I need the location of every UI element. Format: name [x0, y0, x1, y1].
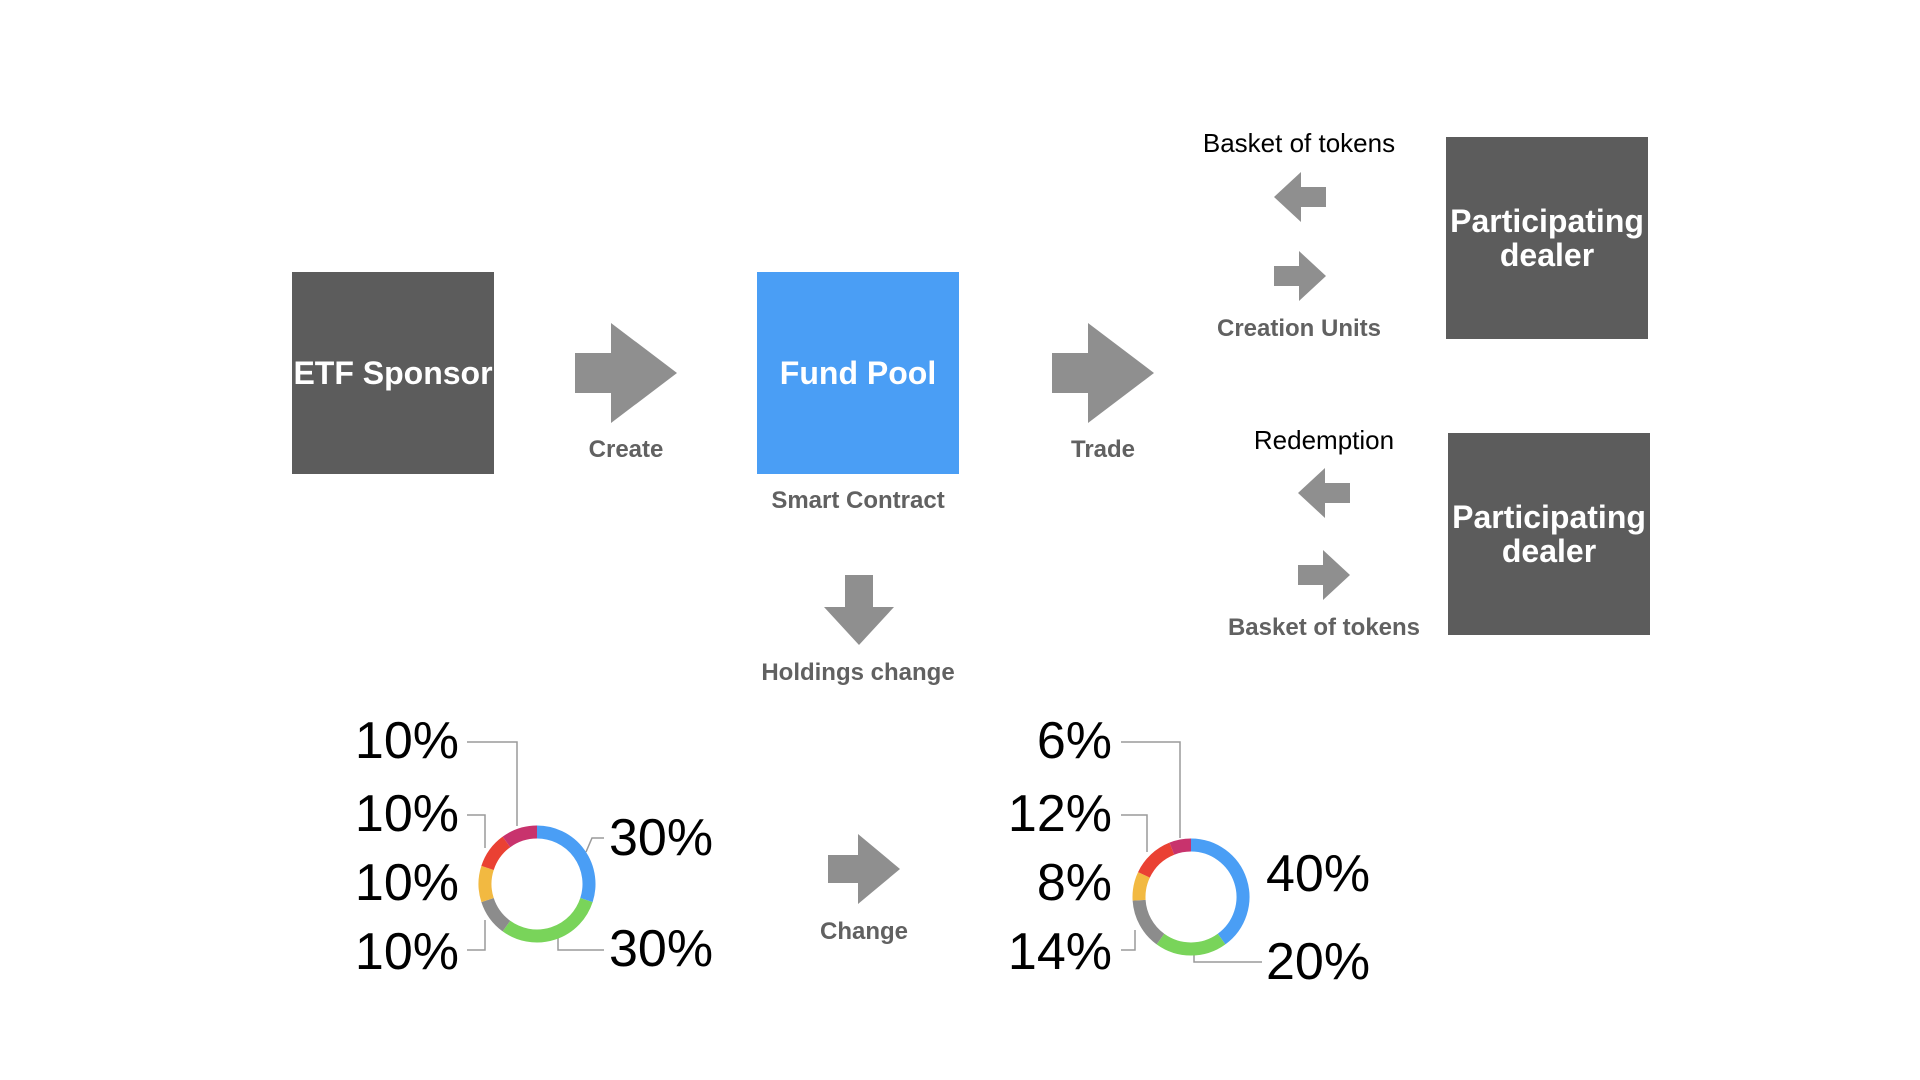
arrow-right-icon [1274, 251, 1326, 301]
donut-left-segment-red [481, 836, 511, 871]
donut-right-label-green: 20% [1266, 933, 1371, 991]
donut-left-label-blue: 30% [609, 809, 714, 867]
change-label: Change [819, 918, 909, 945]
etf-sponsor-label: ETF Sponsor [293, 355, 493, 391]
donut-left-label-gray: 10% [354, 923, 459, 981]
etf-sponsor-box: ETF Sponsor [292, 272, 494, 474]
donut-left-segment-yellow [478, 865, 494, 903]
donut-left-segment-gray [481, 897, 511, 932]
participating-dealer-bottom-box: Participating dealer [1448, 433, 1650, 635]
basket-of-tokens-bottom-label: Basket of tokens [1227, 614, 1421, 641]
donut-left-segment-magenta [502, 825, 538, 848]
donut-right-segment-red [1138, 842, 1175, 878]
arrow-right-icon [575, 323, 677, 423]
donut-right-label-blue: 40% [1266, 845, 1371, 903]
participating-dealer-bottom-label: Participating dealer [1452, 499, 1646, 569]
donut-right-segment-blue [1190, 838, 1250, 945]
arrow-right-icon [828, 834, 900, 904]
donut-right-label-yellow: 8% [1036, 854, 1112, 912]
donut-left-label-green: 30% [609, 920, 714, 978]
basket-of-tokens-top-label: Basket of tokens [1202, 128, 1396, 158]
trade-label: Trade [1070, 436, 1136, 463]
donut-left-label-magenta: 10% [354, 712, 459, 770]
participating-dealer-top-label: Participating dealer [1450, 203, 1644, 273]
arrow-right-icon [1298, 550, 1350, 600]
arrow-down-icon [824, 575, 894, 645]
holdings-before-donut [478, 825, 596, 943]
fund-pool-box: Fund Pool [757, 272, 959, 474]
smart-contract-label: Smart Contract [771, 487, 945, 514]
donut-left-segment-blue [536, 825, 596, 903]
participating-dealer-top-box: Participating dealer [1446, 137, 1648, 339]
donut-right-segment-gray [1132, 899, 1165, 945]
holdings-change-label: Holdings change [761, 659, 955, 686]
redemption-label: Redemption [1253, 425, 1395, 455]
fund-pool-label: Fund Pool [779, 355, 937, 391]
donut-left-label-yellow: 10% [354, 854, 459, 912]
create-label: Create [588, 436, 664, 463]
donut-right-segment-green [1156, 933, 1226, 956]
arrow-left-icon [1298, 468, 1350, 518]
donut-left-label-red: 10% [354, 785, 459, 843]
donut-right-segment-magenta [1169, 838, 1192, 855]
donut-right-segment-yellow [1132, 872, 1150, 901]
creation-units-label: Creation Units [1216, 315, 1382, 342]
donut-left-segment-green [502, 897, 593, 943]
holdings-after-donut [1132, 838, 1250, 956]
arrow-left-icon [1274, 172, 1326, 222]
donut-right-label-gray: 14% [1007, 923, 1112, 981]
arrow-right-icon [1052, 323, 1154, 423]
donut-right-label-magenta: 6% [1036, 712, 1112, 770]
donut-right-label-red: 12% [1007, 785, 1112, 843]
